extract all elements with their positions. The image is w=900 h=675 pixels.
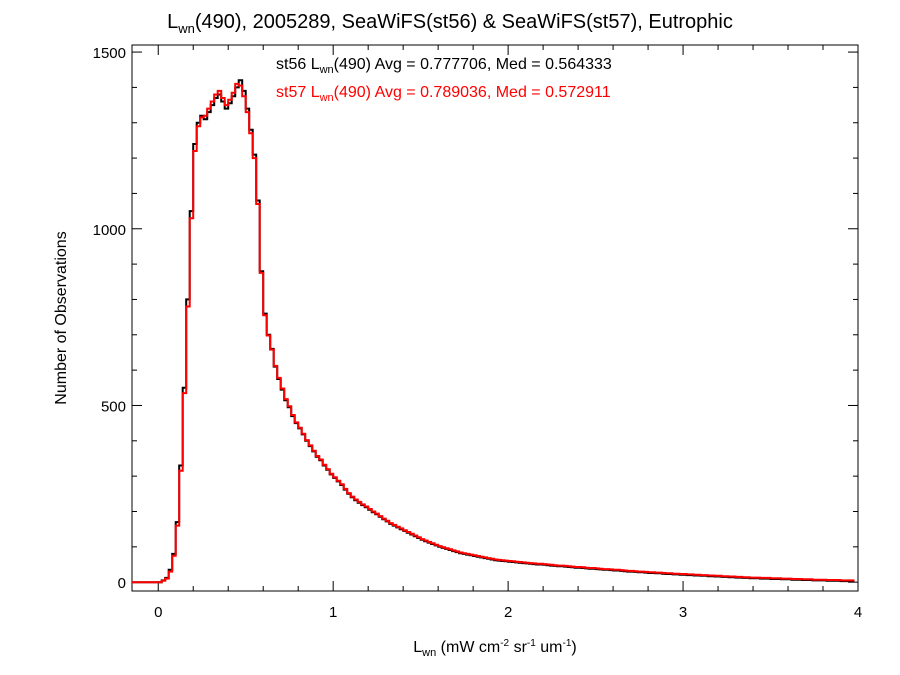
plot-frame [131,44,859,592]
y-tick-label: 0 [118,575,126,592]
chart-title: Lwn(490), 2005289, SeaWiFS(st56) & SeaWi… [167,11,733,36]
series-layer [132,79,855,584]
x-tick-label: 2 [504,604,512,621]
x-tick-label: 4 [854,604,862,621]
y-axis-label: Number of Observations [53,231,70,404]
x-tick-label: 1 [329,604,337,621]
series-st56-line [132,79,855,584]
y-tick-label: 1000 [93,222,126,239]
legend-entry-st56: st56 Lwn(490) Avg = 0.777706, Med = 0.56… [276,56,612,76]
x-tick-label: 3 [679,604,687,621]
x-tick-label: 0 [154,604,162,621]
y-tick-label: 1500 [93,45,126,62]
series-st57-line [132,82,855,584]
x-axis-label: Lwn (mW cm-2 sr-1 um-1) [413,638,576,659]
legend-entry-st57: st57 Lwn(490) Avg = 0.789036, Med = 0.57… [276,84,611,104]
axis-ticks [132,45,859,591]
y-tick-label: 500 [101,398,126,415]
x-tick-labels: 0 1 2 3 4 [154,604,862,621]
y-tick-labels: 0 500 1000 1500 [93,45,126,592]
